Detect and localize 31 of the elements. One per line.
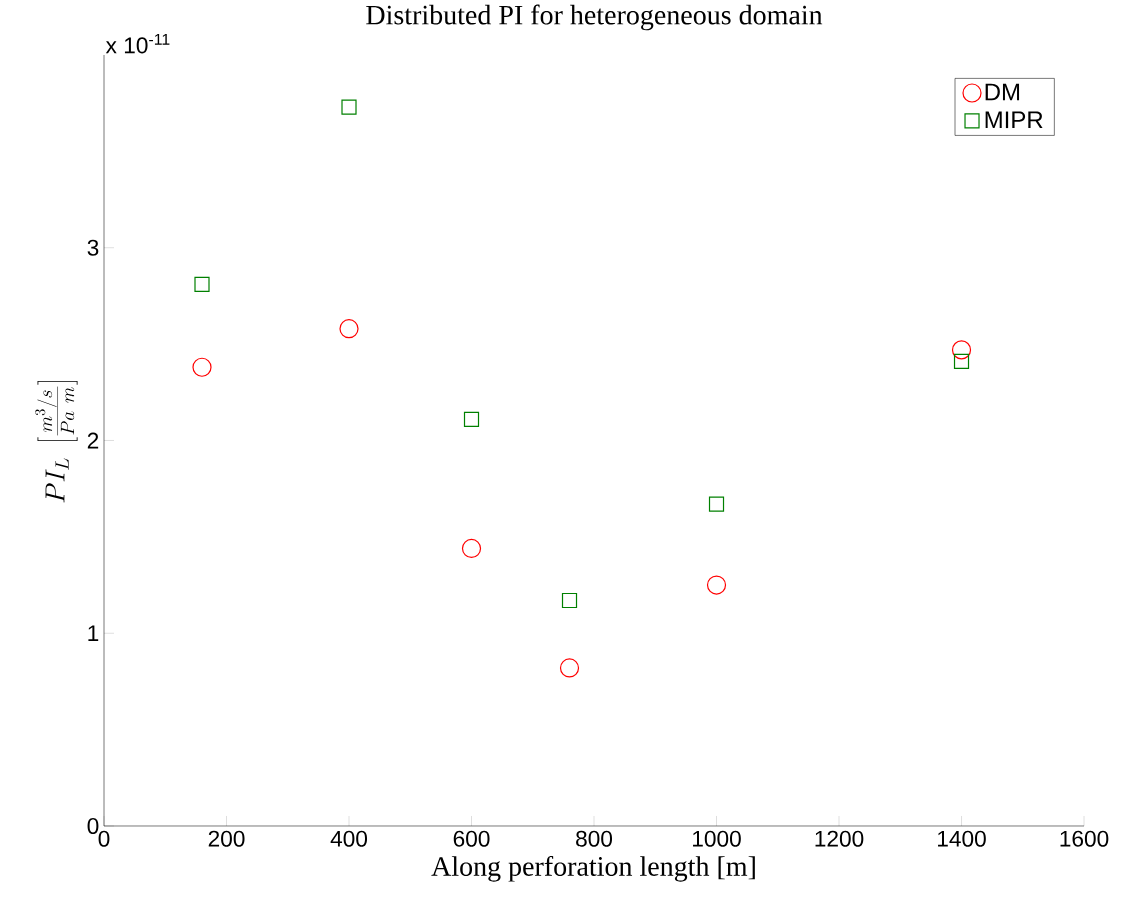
point [708,496,725,512]
x-tick-label: 400 [330,830,368,847]
x-tick-label: 0 [98,830,110,847]
point [561,592,578,609]
x-tick-label: 200 [208,830,245,847]
x-tick-label: 600 [453,830,490,847]
y-tick-label: 1 [88,625,99,642]
point [341,99,357,115]
point [192,357,212,377]
chart-title: Distributed PI for heterogeneous domain [366,4,823,31]
point [463,411,480,427]
point [706,575,727,595]
x-axis-title: Along perforation length [m] [431,855,755,882]
x-tick-label: 1000 [693,830,741,847]
x-tick-label: 800 [576,830,613,847]
text: x 10$^{-11}$ [105,33,170,54]
x-tick-label: 1200 [815,830,864,847]
legend-label: MIPR [985,111,1043,129]
point [194,276,210,292]
legend-label: DM [985,83,1020,101]
point [339,319,359,339]
point [953,353,970,370]
x-tick-label: 1400 [938,830,986,847]
point [559,658,580,678]
y-axis-title: $PI_L\ \left[\frac{m^3/s}{Pa\ m}\right]$ [35,380,78,503]
point [461,538,482,559]
y-tick-label: 3 [87,239,99,256]
y-tick-label: 0 [87,817,99,835]
y-tick-label: 2 [87,432,99,449]
x-tick-label: 1600 [1060,830,1109,847]
point [951,340,972,360]
